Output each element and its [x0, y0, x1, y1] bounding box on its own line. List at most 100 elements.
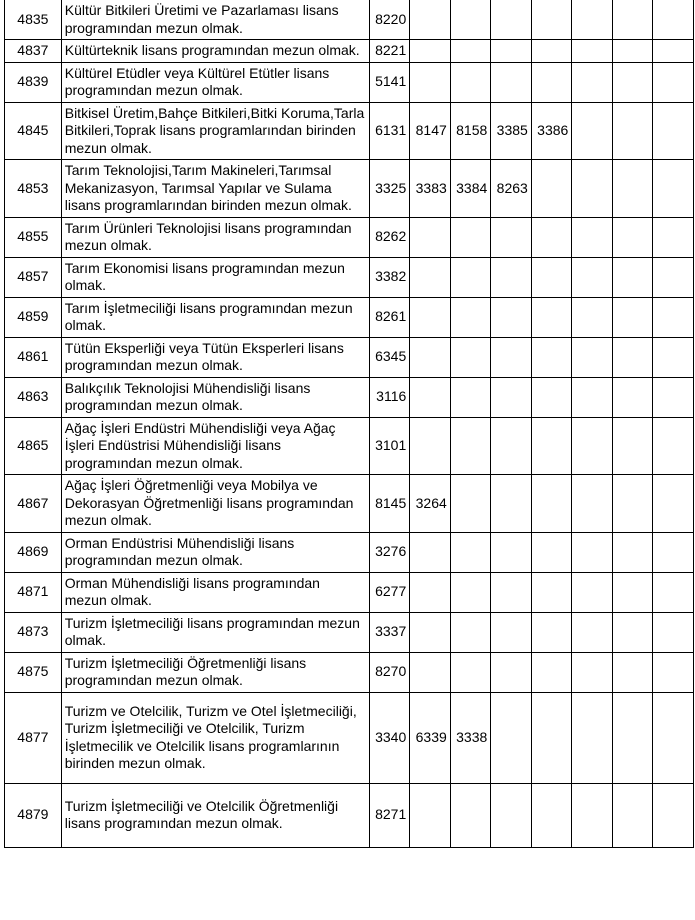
- row-code-7: [612, 572, 653, 612]
- row-code-5: [531, 297, 572, 337]
- row-code-5: [531, 572, 572, 612]
- table-row: 4861Tütün Eksperliği veya Tütün Eksperle…: [5, 337, 694, 377]
- row-code-6: [572, 475, 613, 533]
- row-code-3: 3338: [450, 692, 491, 783]
- row-code-4: [491, 377, 532, 417]
- row-code-6: [572, 692, 613, 783]
- row-code-2: 6339: [410, 692, 451, 783]
- row-description: Tarım Teknolojisi,Tarım Makineleri,Tarım…: [61, 160, 369, 218]
- row-description: Tütün Eksperliği veya Tütün Eksperleri l…: [61, 337, 369, 377]
- row-description: Ağaç İşleri Öğretmenliği veya Mobilya ve…: [61, 475, 369, 533]
- row-code-6: [572, 612, 613, 652]
- table-row: 4869Orman Endüstrisi Mühendisliği lisans…: [5, 532, 694, 572]
- row-code-1: 3340: [369, 692, 410, 783]
- row-code-4: [491, 40, 532, 63]
- row-code-3: [450, 337, 491, 377]
- row-code-1: 8221: [369, 40, 410, 63]
- row-description: Bitkisel Üretim,Bahçe Bitkileri,Bitki Ko…: [61, 102, 369, 160]
- row-code-8: [653, 572, 694, 612]
- row-code-4: [491, 532, 532, 572]
- row-code-6: [572, 257, 613, 297]
- row-code-8: [653, 377, 694, 417]
- row-code-3: [450, 652, 491, 692]
- row-code-6: [572, 532, 613, 572]
- row-description: Tarım Ekonomisi lisans programından mezu…: [61, 257, 369, 297]
- row-description: Kültürel Etüdler veya Kültürel Etütler l…: [61, 62, 369, 102]
- row-code: 4865: [5, 417, 62, 475]
- row-code-3: [450, 377, 491, 417]
- row-code-4: [491, 783, 532, 847]
- row-code-6: [572, 0, 613, 40]
- row-code-6: [572, 62, 613, 102]
- row-code-6: [572, 40, 613, 63]
- row-code-4: 3385: [491, 102, 532, 160]
- row-code-1: 8145: [369, 475, 410, 533]
- row-code-8: [653, 692, 694, 783]
- row-code-5: [531, 532, 572, 572]
- row-code-4: [491, 475, 532, 533]
- row-code-2: [410, 532, 451, 572]
- row-code-3: [450, 257, 491, 297]
- row-code-7: [612, 475, 653, 533]
- row-code-1: 6345: [369, 337, 410, 377]
- row-code-4: [491, 692, 532, 783]
- table-row: 4865Ağaç İşleri Endüstri Mühendisliği ve…: [5, 417, 694, 475]
- row-code-6: [572, 783, 613, 847]
- row-code-5: [531, 62, 572, 102]
- row-description: Orman Endüstrisi Mühendisliği lisans pro…: [61, 532, 369, 572]
- row-code-6: [572, 572, 613, 612]
- row-code-2: 3264: [410, 475, 451, 533]
- row-code-8: [653, 337, 694, 377]
- row-code-1: 8220: [369, 0, 410, 40]
- table-row: 4873Turizm İşletmeciliği lisans programı…: [5, 612, 694, 652]
- row-code-1: 3325: [369, 160, 410, 218]
- row-code-1: 6131: [369, 102, 410, 160]
- row-description: Kültürteknik lisans programından mezun o…: [61, 40, 369, 63]
- row-code-5: [531, 217, 572, 257]
- row-code-6: [572, 377, 613, 417]
- row-code-3: [450, 532, 491, 572]
- row-code-6: [572, 102, 613, 160]
- row-code-2: [410, 417, 451, 475]
- row-code-6: [572, 652, 613, 692]
- row-code-5: [531, 652, 572, 692]
- row-code-4: [491, 652, 532, 692]
- row-code-5: [531, 783, 572, 847]
- row-code-2: [410, 0, 451, 40]
- row-code: 4879: [5, 783, 62, 847]
- row-code-4: [491, 297, 532, 337]
- table-row: 4835Kültür Bitkileri Üretimi ve Pazarlam…: [5, 0, 694, 40]
- row-code-1: 3101: [369, 417, 410, 475]
- row-code-7: [612, 783, 653, 847]
- row-description: Tarım İşletmeciliği lisans programından …: [61, 297, 369, 337]
- row-code-5: [531, 377, 572, 417]
- row-code-3: [450, 297, 491, 337]
- row-code: 4861: [5, 337, 62, 377]
- row-code-1: 3337: [369, 612, 410, 652]
- table-row: 4871Orman Mühendisliği lisans programınd…: [5, 572, 694, 612]
- row-code-8: [653, 102, 694, 160]
- row-code-3: [450, 417, 491, 475]
- row-code-3: 8158: [450, 102, 491, 160]
- table-row: 4879Turizm İşletmeciliği ve Otelcilik Öğ…: [5, 783, 694, 847]
- row-code-2: [410, 572, 451, 612]
- row-code-4: [491, 572, 532, 612]
- row-code: 4837: [5, 40, 62, 63]
- table-row: 4837Kültürteknik lisans programından mez…: [5, 40, 694, 63]
- row-code-6: [572, 160, 613, 218]
- row-code: 4867: [5, 475, 62, 533]
- row-code-7: [612, 0, 653, 40]
- row-code-5: [531, 692, 572, 783]
- row-code-4: [491, 217, 532, 257]
- table-row: 4857Tarım Ekonomisi lisans programından …: [5, 257, 694, 297]
- row-description: Ağaç İşleri Endüstri Mühendisliği veya A…: [61, 417, 369, 475]
- row-code-5: [531, 417, 572, 475]
- row-code-2: [410, 783, 451, 847]
- table-row: 4859Tarım İşletmeciliği lisans programın…: [5, 297, 694, 337]
- row-description: Turizm ve Otelcilik, Turizm ve Otel İşle…: [61, 692, 369, 783]
- row-code-5: [531, 475, 572, 533]
- row-code-4: [491, 417, 532, 475]
- row-code-7: [612, 377, 653, 417]
- row-code-2: [410, 217, 451, 257]
- row-code-3: [450, 62, 491, 102]
